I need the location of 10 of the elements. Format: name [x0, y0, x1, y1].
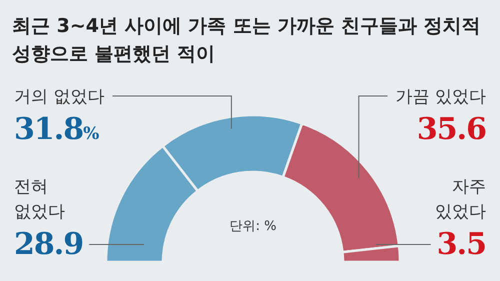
slice-label: 자주 있었다: [435, 177, 486, 222]
data-label: 3.5: [436, 227, 486, 262]
slice-label: 가끔 있었다: [396, 87, 486, 107]
data-label: 28.9: [14, 227, 84, 262]
data-label: 35.6: [416, 112, 486, 147]
slice-label: 거의 없었다: [14, 87, 104, 107]
chart-title: 최근 3~4년 사이에 가족 또는 가까운 친구들과 정치적 성향으로 불편했던 적이: [12, 15, 481, 65]
slice-label: 전혀 없었다: [14, 177, 65, 222]
text: 단위: %: [230, 219, 276, 234]
data-label: 31.8%: [14, 112, 100, 147]
